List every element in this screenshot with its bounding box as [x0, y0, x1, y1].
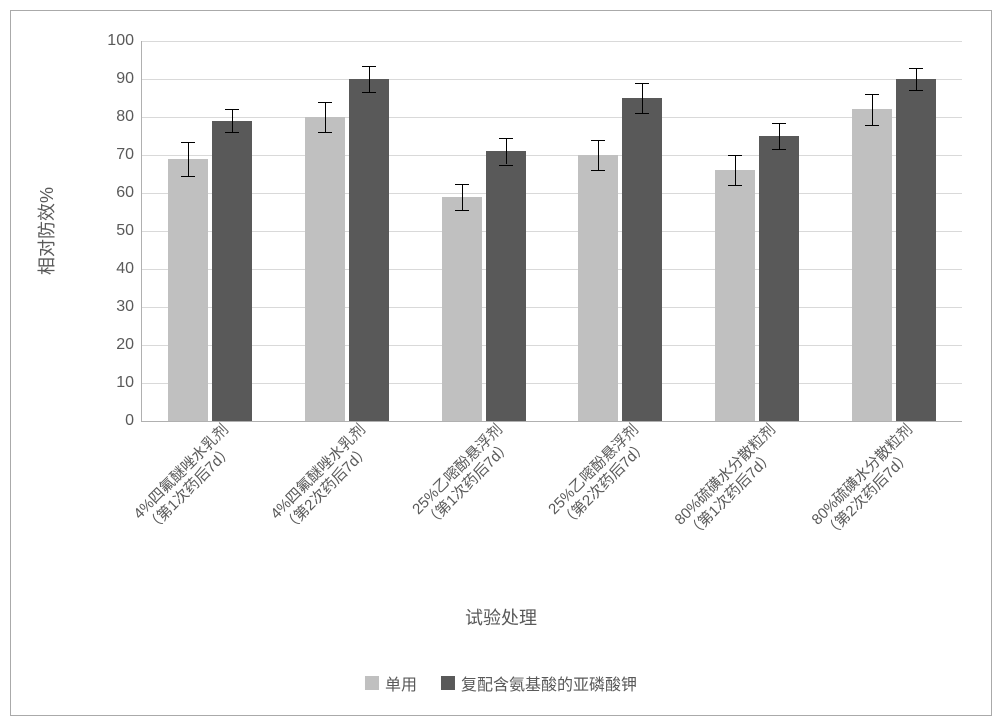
x-tick-label: 80%硫磺水分散粒剂（第2次药后7d）: [808, 421, 929, 542]
error-bar-cap: [362, 92, 376, 93]
error-bar-cap: [181, 176, 195, 177]
bar: [349, 79, 389, 421]
bar: [168, 159, 208, 421]
bar: [896, 79, 936, 421]
error-bar-cap: [635, 113, 649, 114]
error-bar: [735, 155, 736, 185]
bar: [212, 121, 252, 421]
error-bar-cap: [362, 66, 376, 67]
x-tick-label: 25%乙嘧酚悬浮剂（第2次药后7d）: [545, 421, 655, 531]
error-bar-cap: [591, 170, 605, 171]
y-tick-label: 50: [116, 222, 142, 240]
error-bar: [188, 142, 189, 176]
y-tick-label: 30: [116, 298, 142, 316]
y-tick-label: 40: [116, 260, 142, 278]
error-bar: [325, 102, 326, 132]
x-tick-label: 4%四氟醚唑水乳剂（第1次药后7d）: [131, 421, 246, 536]
error-bar-cap: [909, 90, 923, 91]
error-bar-cap: [772, 123, 786, 124]
x-tick-label: 80%硫磺水分散粒剂（第1次药后7d）: [672, 421, 793, 542]
grid-line: [142, 193, 962, 194]
error-bar-cap: [772, 149, 786, 150]
error-bar: [506, 138, 507, 165]
legend-item: 单用: [365, 671, 417, 695]
chart-container: 相对防效% 01020304050607080901004%四氟醚唑水乳剂（第1…: [10, 10, 992, 716]
error-bar: [369, 66, 370, 93]
x-tick-label: 4%四氟醚唑水乳剂（第2次药后7d）: [267, 421, 382, 536]
y-tick-label: 80: [116, 108, 142, 126]
error-bar-cap: [225, 109, 239, 110]
legend-label: 复配含氨基酸的亚磷酸钾: [461, 671, 637, 695]
legend-swatch: [441, 676, 455, 690]
error-bar-cap: [225, 132, 239, 133]
y-tick-label: 100: [107, 32, 142, 50]
x-tick-label: 25%乙嘧酚悬浮剂（第1次药后7d）: [409, 421, 519, 531]
error-bar-cap: [499, 165, 513, 166]
error-bar: [779, 123, 780, 150]
y-tick-label: 60: [116, 184, 142, 202]
error-bar-cap: [318, 102, 332, 103]
bar: [578, 155, 618, 421]
y-tick-label: 90: [116, 70, 142, 88]
y-axis-title: 相对防效%: [33, 187, 59, 275]
error-bar: [462, 184, 463, 211]
error-bar-cap: [909, 68, 923, 69]
x-axis-title: 试验处理: [465, 604, 537, 630]
legend-label: 单用: [385, 671, 417, 695]
bar: [486, 151, 526, 421]
y-tick-label: 10: [116, 374, 142, 392]
bar: [715, 170, 755, 421]
legend: 单用 复配含氨基酸的亚磷酸钾: [365, 671, 637, 695]
grid-line: [142, 345, 962, 346]
grid-line: [142, 231, 962, 232]
error-bar-cap: [728, 155, 742, 156]
bar: [759, 136, 799, 421]
error-bar-cap: [181, 142, 195, 143]
grid-line: [142, 117, 962, 118]
bar: [622, 98, 662, 421]
bar: [442, 197, 482, 421]
bar: [852, 109, 892, 421]
error-bar-cap: [728, 185, 742, 186]
error-bar-cap: [455, 184, 469, 185]
error-bar-cap: [455, 210, 469, 211]
y-tick-label: 20: [116, 336, 142, 354]
error-bar-cap: [865, 125, 879, 126]
grid-line: [142, 307, 962, 308]
error-bar: [642, 83, 643, 113]
bar: [305, 117, 345, 421]
x-tick-line1: 80%硫磺水分散粒剂: [672, 421, 780, 529]
grid-line: [142, 155, 962, 156]
error-bar: [916, 68, 917, 91]
grid-line: [142, 269, 962, 270]
error-bar-cap: [635, 83, 649, 84]
grid-line: [142, 41, 962, 42]
legend-item: 复配含氨基酸的亚磷酸钾: [441, 671, 637, 695]
legend-swatch: [365, 676, 379, 690]
plot-area: 01020304050607080901004%四氟醚唑水乳剂（第1次药后7d）…: [141, 41, 962, 422]
error-bar-cap: [318, 132, 332, 133]
error-bar-cap: [591, 140, 605, 141]
error-bar: [232, 109, 233, 132]
grid-line: [142, 383, 962, 384]
error-bar: [872, 94, 873, 124]
grid-line: [142, 79, 962, 80]
error-bar-cap: [499, 138, 513, 139]
error-bar: [598, 140, 599, 170]
error-bar-cap: [865, 94, 879, 95]
y-tick-label: 0: [125, 412, 142, 430]
y-tick-label: 70: [116, 146, 142, 164]
